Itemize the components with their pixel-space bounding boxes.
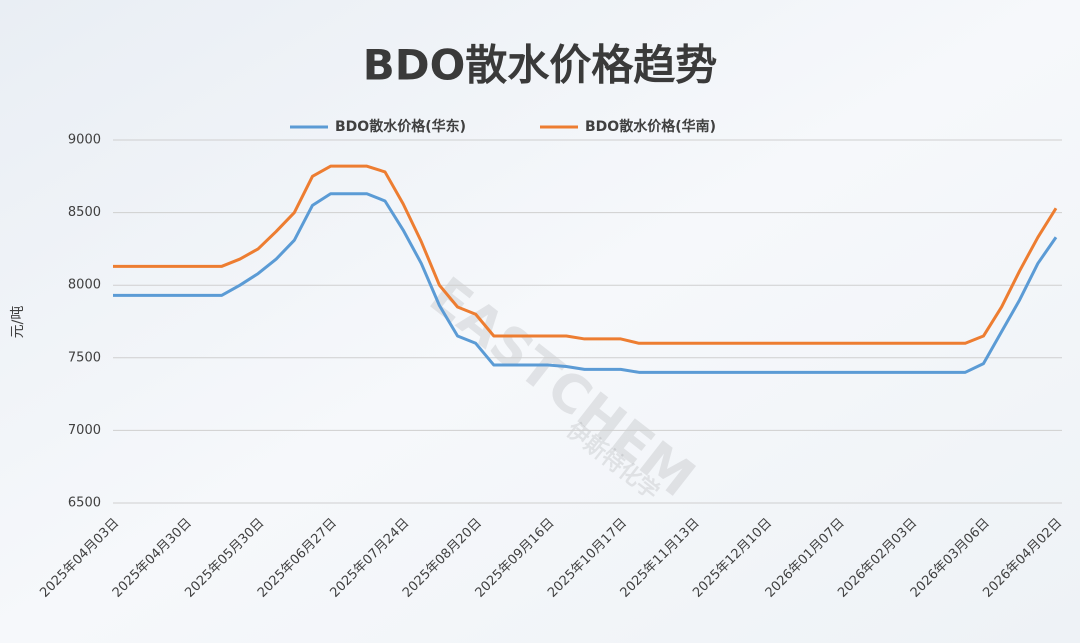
legend-label: BDO散水价格(华南) — [585, 118, 716, 135]
y-tick-label: 8000 — [68, 278, 101, 293]
legend-label: BDO散水价格(华东) — [335, 118, 466, 135]
y-axis-label: 元/吨 — [10, 306, 26, 339]
chart-title: BDO散水价格趋势 — [363, 41, 718, 90]
series-line — [113, 164, 1058, 345]
y-tick-label: 8500 — [68, 205, 101, 220]
y-tick-label: 9000 — [68, 133, 101, 148]
y-tick-label: 7000 — [68, 423, 101, 438]
series-line — [113, 192, 1058, 374]
y-tick-label: 6500 — [68, 496, 101, 511]
y-tick-label: 7500 — [68, 350, 101, 365]
